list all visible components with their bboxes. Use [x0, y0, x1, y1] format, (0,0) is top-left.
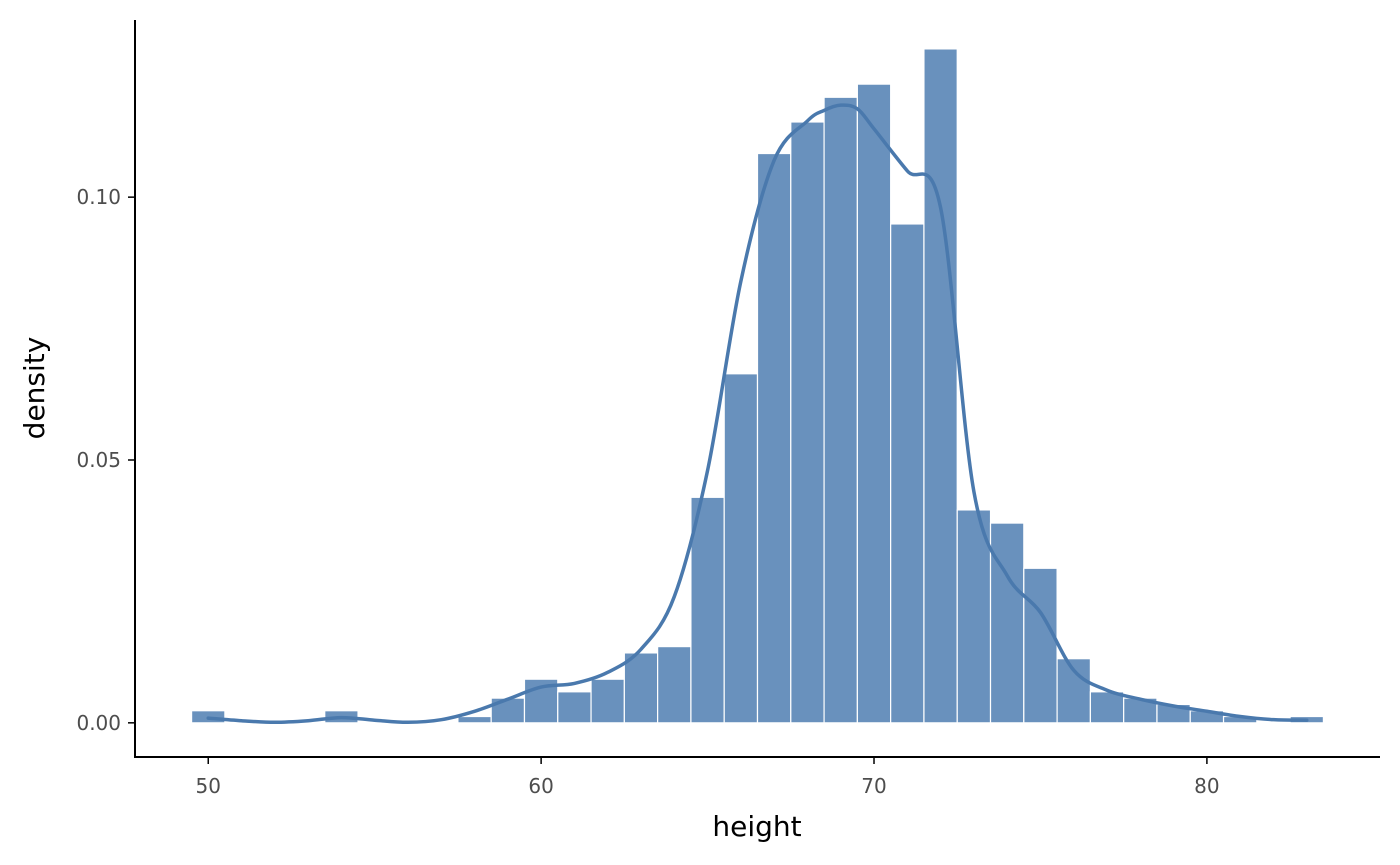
- histogram-bar: [690, 496, 725, 724]
- x-tick-label: 70: [861, 774, 886, 798]
- histogram-bar: [923, 48, 958, 724]
- histogram-bar: [989, 522, 1025, 724]
- histogram-bar: [856, 83, 892, 724]
- x-tick-label: 80: [1194, 774, 1219, 798]
- histogram-bar: [1089, 691, 1125, 724]
- y-tick-label: 0.05: [76, 448, 121, 472]
- y-axis-title: density: [18, 337, 51, 440]
- histogram-bar: [457, 715, 492, 724]
- histogram-bar: [557, 691, 592, 724]
- histogram-bars: [190, 48, 1325, 724]
- y-tick-label: 0.00: [76, 711, 121, 735]
- histogram-bar: [590, 678, 625, 724]
- histogram-bar: [623, 652, 659, 724]
- histogram-bar: [723, 373, 759, 724]
- density-curve: [206, 103, 1309, 725]
- histogram-bar: [657, 646, 692, 724]
- histogram-bar: [756, 152, 792, 724]
- y-tick-label: 0.10: [76, 185, 121, 209]
- x-axis-ticks: 50 60 70 80: [196, 757, 1220, 798]
- histogram-bar: [890, 223, 925, 724]
- x-tick-label: 60: [528, 774, 553, 798]
- axes: [134, 20, 1380, 758]
- histogram-bar: [1023, 567, 1058, 724]
- histogram-bar: [823, 96, 858, 724]
- histogram-bar: [790, 121, 825, 724]
- y-axis-ticks: 0.00 0.05 0.10: [76, 185, 135, 735]
- x-axis-title: height: [712, 810, 801, 843]
- x-tick-label: 50: [196, 774, 221, 798]
